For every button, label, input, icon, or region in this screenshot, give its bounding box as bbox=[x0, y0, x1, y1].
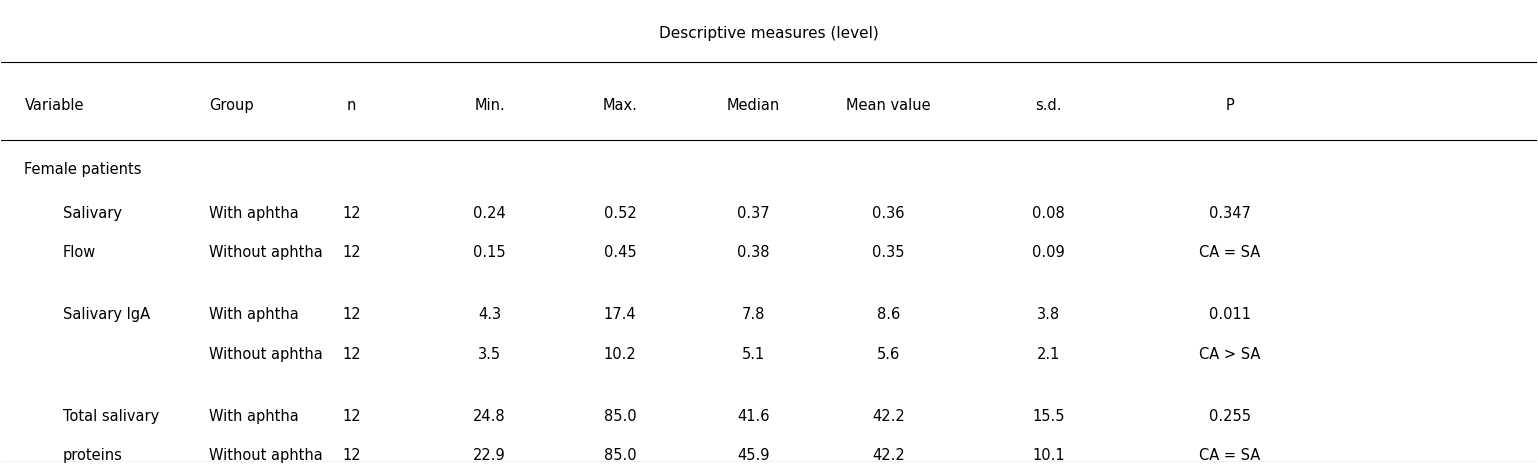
Text: 4.3: 4.3 bbox=[478, 308, 501, 322]
Text: Without aphtha: Without aphtha bbox=[209, 245, 323, 260]
Text: Salivary IgA: Salivary IgA bbox=[63, 308, 149, 322]
Text: 0.09: 0.09 bbox=[1032, 245, 1064, 260]
Text: 2.1: 2.1 bbox=[1037, 347, 1060, 362]
Text: 12: 12 bbox=[341, 206, 361, 221]
Text: 0.38: 0.38 bbox=[737, 245, 771, 260]
Text: 24.8: 24.8 bbox=[474, 409, 506, 424]
Text: 10.2: 10.2 bbox=[604, 347, 637, 362]
Text: 12: 12 bbox=[341, 448, 361, 463]
Text: Without aphtha: Without aphtha bbox=[209, 448, 323, 463]
Text: CA > SA: CA > SA bbox=[1200, 347, 1260, 362]
Text: 12: 12 bbox=[341, 409, 361, 424]
Text: 41.6: 41.6 bbox=[737, 409, 771, 424]
Text: With aphtha: With aphtha bbox=[209, 308, 298, 322]
Text: Salivary: Salivary bbox=[63, 206, 122, 221]
Text: CA = SA: CA = SA bbox=[1200, 448, 1260, 463]
Text: Without aphtha: Without aphtha bbox=[209, 347, 323, 362]
Text: 5.1: 5.1 bbox=[741, 347, 766, 362]
Text: Mean value: Mean value bbox=[846, 98, 930, 113]
Text: 0.347: 0.347 bbox=[1209, 206, 1250, 221]
Text: 85.0: 85.0 bbox=[604, 409, 637, 424]
Text: 0.255: 0.255 bbox=[1209, 409, 1250, 424]
Text: 0.52: 0.52 bbox=[604, 206, 637, 221]
Text: 12: 12 bbox=[341, 308, 361, 322]
Text: n: n bbox=[346, 98, 357, 113]
Text: 10.1: 10.1 bbox=[1032, 448, 1064, 463]
Text: s.d.: s.d. bbox=[1035, 98, 1061, 113]
Text: 22.9: 22.9 bbox=[474, 448, 506, 463]
Text: 7.8: 7.8 bbox=[741, 308, 766, 322]
Text: 17.4: 17.4 bbox=[604, 308, 637, 322]
Text: Group: Group bbox=[209, 98, 254, 113]
Text: Descriptive measures (level): Descriptive measures (level) bbox=[660, 26, 878, 41]
Text: 0.35: 0.35 bbox=[872, 245, 904, 260]
Text: 0.15: 0.15 bbox=[474, 245, 506, 260]
Text: Flow: Flow bbox=[63, 245, 95, 260]
Text: 0.36: 0.36 bbox=[872, 206, 904, 221]
Text: 12: 12 bbox=[341, 347, 361, 362]
Text: 0.011: 0.011 bbox=[1209, 308, 1250, 322]
Text: 8.6: 8.6 bbox=[877, 308, 900, 322]
Text: 42.2: 42.2 bbox=[872, 409, 906, 424]
Text: 15.5: 15.5 bbox=[1032, 409, 1064, 424]
Text: With aphtha: With aphtha bbox=[209, 409, 298, 424]
Text: Female patients: Female patients bbox=[25, 162, 141, 177]
Text: P: P bbox=[1226, 98, 1233, 113]
Text: 45.9: 45.9 bbox=[737, 448, 771, 463]
Text: 12: 12 bbox=[341, 245, 361, 260]
Text: CA = SA: CA = SA bbox=[1200, 245, 1260, 260]
Text: 42.2: 42.2 bbox=[872, 448, 906, 463]
Text: Variable: Variable bbox=[25, 98, 85, 113]
Text: 85.0: 85.0 bbox=[604, 448, 637, 463]
Text: Min.: Min. bbox=[474, 98, 504, 113]
Text: 0.08: 0.08 bbox=[1032, 206, 1064, 221]
Text: 3.5: 3.5 bbox=[478, 347, 501, 362]
Text: With aphtha: With aphtha bbox=[209, 206, 298, 221]
Text: proteins: proteins bbox=[63, 448, 123, 463]
Text: 0.37: 0.37 bbox=[737, 206, 771, 221]
Text: Max.: Max. bbox=[603, 98, 638, 113]
Text: Total salivary: Total salivary bbox=[63, 409, 158, 424]
Text: Median: Median bbox=[727, 98, 780, 113]
Text: 0.24: 0.24 bbox=[474, 206, 506, 221]
Text: 3.8: 3.8 bbox=[1037, 308, 1060, 322]
Text: 5.6: 5.6 bbox=[877, 347, 900, 362]
Text: 0.45: 0.45 bbox=[604, 245, 637, 260]
